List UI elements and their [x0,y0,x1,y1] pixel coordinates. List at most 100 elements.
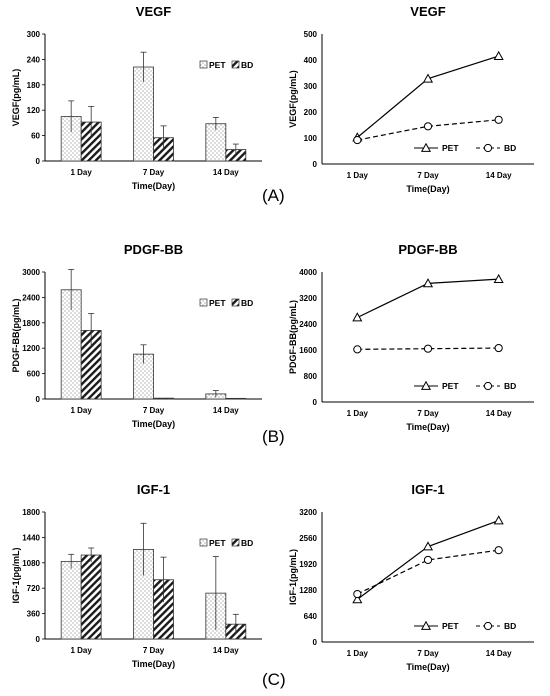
y-tick-label: 240 [27,55,41,64]
panel-label-c: (C) [262,670,286,689]
marker-pet-7-day [422,73,434,83]
y-tick-label: 1440 [22,533,40,542]
y-tick-label: 360 [27,610,41,619]
y-tick-label: 800 [304,372,318,381]
chart-title: PDGF-BB [124,242,183,257]
y-tick-label: 2400 [22,293,40,302]
marker-pet-1-day [352,312,363,322]
legend-swatch-pet [199,538,208,547]
x-tick-label: 1 Day [347,409,369,418]
x-tick-label: 7 Day [143,168,165,177]
y-tick-label: 400 [304,56,318,65]
y-tick-label: 0 [313,398,318,407]
y-tick-label: 3200 [299,508,317,517]
marker-bd-1-day [353,589,362,599]
y-tick-label: 0 [36,635,41,644]
y-tick-label: 3200 [299,294,317,303]
x-tick-label: 7 Day [143,406,165,415]
bar-bd-14-day [225,397,247,400]
x-tick-label: 1 Day [70,406,92,415]
y-tick-label: 720 [27,584,41,593]
marker-pet-1-day [352,594,363,604]
y-tick-label: 500 [304,30,318,39]
x-tick-label: 7 Day [417,171,439,180]
marker-pet-14-day [493,273,504,284]
x-tick-label: 14 Day [486,171,512,180]
bar-pet-1-day [60,560,82,640]
y-tick-label: 200 [304,108,318,117]
legend-label-pet: PET [209,538,226,548]
y-tick-label: 1280 [299,586,317,595]
bar-bd-7-day [153,397,174,400]
legend-swatch-bd [231,298,240,307]
y-axis-label: PDGF-BB(pg/mL) [288,300,298,374]
legend-swatch-bd [231,60,240,69]
legend-marker-bd [483,143,493,153]
marker-pet-14-day [493,50,504,60]
y-tick-label: 1800 [22,508,40,517]
y-tick-label: 600 [27,370,41,379]
marker-bd-1-day [353,345,362,354]
y-tick-label: 1080 [22,559,40,568]
vegf-line-chart: VEGF VEGF(pg/mL) Time(Day) 0 100 200 300 400 500… [288,4,534,194]
marker-bd-14-day [494,115,503,124]
x-axis-label: Time(Day) [132,181,175,191]
x-tick-label: 7 Day [143,646,165,655]
x-tick-label: 1 Day [347,171,369,180]
x-axis-label: Time(Day) [132,419,175,429]
x-tick-label: 14 Day [486,409,512,418]
legend-swatch-bd [231,538,240,547]
igf-1-bar-chart: IGF-1 IGF-1(pg/mL) Time(Day) 0 360 720 1080 144… [11,482,262,669]
x-tick-label: 14 Day [213,646,239,655]
marker-bd-1-day [353,135,362,145]
legend-label-pet: PET [209,60,226,70]
marker-bd-7-day [423,555,433,565]
x-tick-label: 14 Day [486,649,512,658]
marker-bd-7-day [423,344,433,353]
marker-bd-7-day [423,122,433,131]
y-tick-label: 300 [304,82,318,91]
legend-swatch-pet [199,60,208,69]
x-tick-label: 1 Day [70,646,92,655]
panel-label-a: (A) [262,186,285,205]
marker-pet-14-day [493,515,504,525]
y-tick-label: 1200 [22,344,40,353]
y-tick-label: 0 [313,160,318,169]
x-axis-label: Time(Day) [132,659,175,669]
legend-label-bd: BD [241,60,253,70]
y-tick-label: 0 [313,638,318,647]
igf-1-line-chart: IGF-1 IGF-1(pg/mL) Time(Day) 0 640 1280 1920 25… [288,482,534,672]
x-axis-label: Time(Day) [406,184,449,194]
legend-swatch-pet [199,298,208,307]
x-axis-label: Time(Day) [406,422,449,432]
legend-label-pet: PET [209,298,226,308]
legend-label-bd: BD [504,143,516,153]
legend-marker-pet [420,620,432,630]
x-tick-label: 7 Day [417,649,439,658]
vegf-bar-chart: VEGF VEGF(pg/mL) Time(Day) 0 60 120 180 240 300 1… [11,4,262,191]
y-tick-label: 2560 [299,534,317,543]
chart-title: PDGF-BB [398,242,457,257]
marker-pet-7-day [422,541,434,551]
y-axis-label: PDGF-BB(pg/mL) [11,299,21,373]
y-tick-label: 640 [304,612,318,621]
x-tick-label: 14 Day [213,406,239,415]
marker-pet-7-day [422,278,434,288]
chart-title: IGF-1 [411,482,444,497]
pdgf-bb-line-chart: PDGF-BB PDGF-BB(pg/mL) Time(Day) 0 800 1600 24… [288,242,534,432]
y-tick-label: 2400 [299,320,317,329]
legend-marker-pet [420,380,432,390]
legend-label-pet: PET [442,381,459,391]
y-tick-label: 1600 [299,346,317,355]
y-tick-label: 1920 [299,560,317,569]
legend-marker-bd [483,621,493,631]
y-tick-label: 1800 [22,319,40,328]
x-tick-label: 14 Day [213,168,239,177]
y-tick-label: 60 [31,132,40,141]
panel-label-b: (B) [262,427,285,446]
x-axis-label: Time(Day) [406,662,449,672]
legend-marker-bd [483,381,493,391]
legend-label-bd: BD [241,538,253,548]
legend-label-pet: PET [442,621,459,631]
y-tick-label: 3000 [22,268,40,277]
